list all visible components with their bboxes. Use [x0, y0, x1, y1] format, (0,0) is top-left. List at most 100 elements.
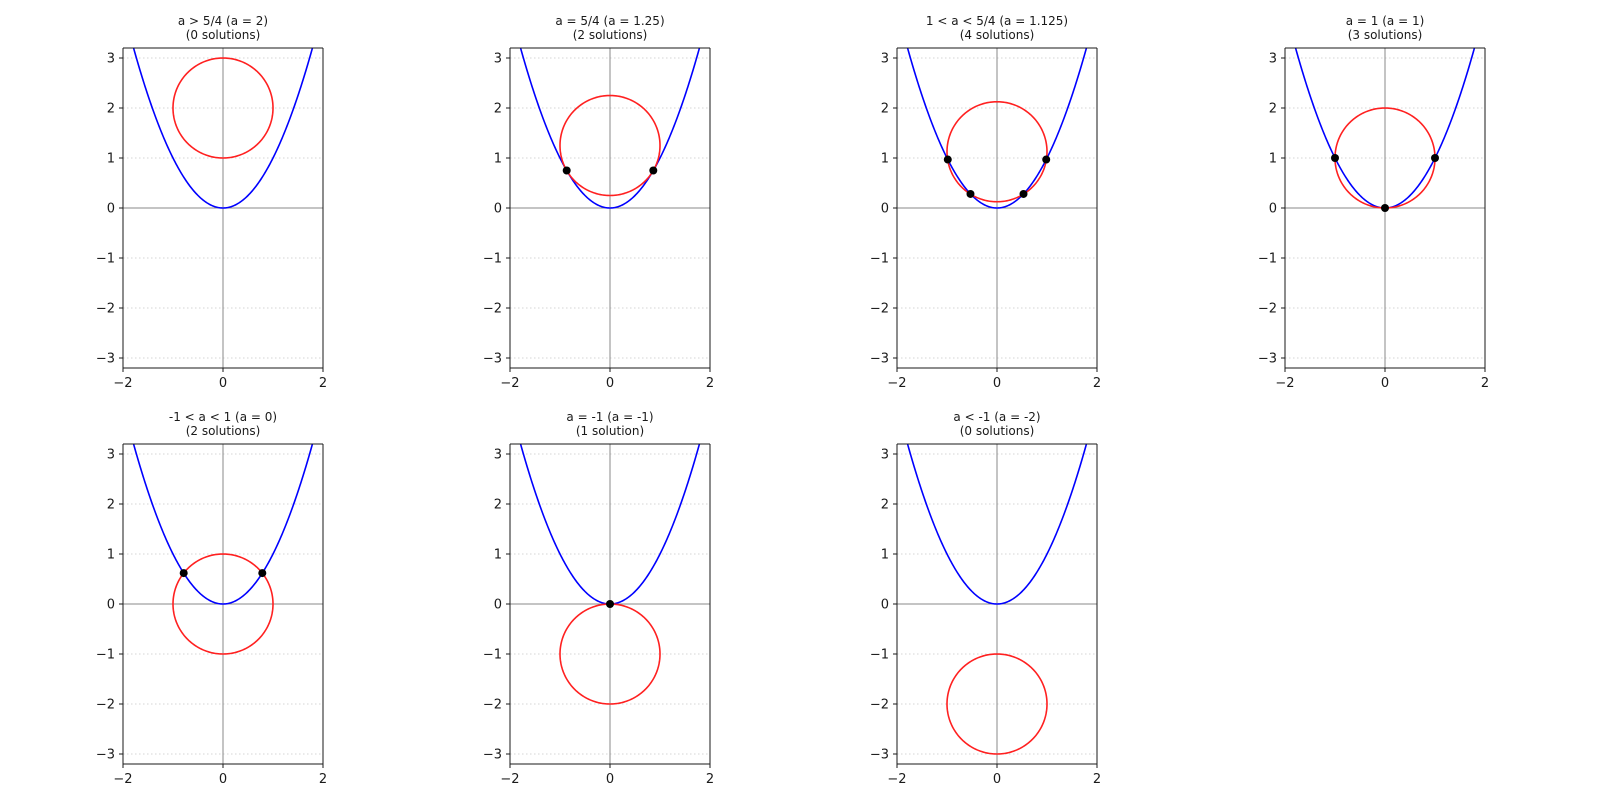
y-tick-label: 1	[494, 152, 502, 167]
y-tick-label: −1	[870, 252, 889, 267]
y-tick-label: 3	[881, 52, 889, 67]
y-tick-label: 2	[107, 498, 115, 513]
subplot-subtitle: (0 solutions)	[960, 424, 1035, 438]
y-tick-label: 3	[881, 448, 889, 463]
subplot-title: 1 < a < 5/4 (a = 1.125)	[926, 14, 1068, 28]
y-tick-label: 0	[107, 598, 115, 613]
circle-curve	[946, 653, 1048, 755]
y-tick-label: −1	[870, 648, 889, 663]
x-tick-label: −2	[1275, 376, 1294, 391]
y-tick-label: 2	[494, 498, 502, 513]
x-tick-label: 0	[993, 376, 1001, 391]
subplot-subtitle: (0 solutions)	[186, 28, 261, 42]
intersection-point	[1019, 189, 1028, 198]
subplot-title: a = 5/4 (a = 1.25)	[555, 14, 664, 28]
intersection-point	[1431, 154, 1439, 162]
circle-curve	[559, 603, 661, 705]
intersection-point	[943, 155, 952, 164]
y-tick-label: −2	[96, 302, 115, 317]
y-tick-label: −2	[870, 698, 889, 713]
y-tick-label: −2	[96, 698, 115, 713]
y-tick-label: 0	[107, 202, 115, 217]
x-tick-label: −2	[887, 772, 906, 787]
y-tick-label: −3	[870, 352, 889, 367]
y-tick-label: 0	[1269, 202, 1277, 217]
y-tick-label: −2	[483, 302, 502, 317]
parabola-curve	[906, 48, 1088, 209]
y-tick-label: 3	[494, 52, 502, 67]
circle-curve	[172, 553, 274, 655]
subplot-subtitle: (2 solutions)	[186, 424, 261, 438]
parabola-curve	[906, 444, 1088, 605]
y-tick-label: 0	[881, 202, 889, 217]
subplot-2: a = 5/4 (a = 1.25)(2 solutions) −3 −2 −1 0 1 2…	[483, 14, 714, 391]
circle-curve	[172, 57, 274, 159]
x-tick-label: 0	[606, 772, 614, 787]
intersection-point	[179, 569, 188, 578]
y-tick-label: 1	[881, 548, 889, 563]
subplot-title: a > 5/4 (a = 2)	[178, 14, 268, 28]
intersection-point	[649, 166, 658, 175]
y-tick-label: 2	[1269, 102, 1277, 117]
subplot-title: -1 < a < 1 (a = 0)	[169, 410, 277, 424]
subplot-6: a = -1 (a = -1)(1 solution) −3 −2 −1 0 1 2 3 −2 0…	[483, 410, 714, 787]
subplot-5: -1 < a < 1 (a = 0)(2 solutions) −3 −2 −1 0 1 2…	[96, 410, 327, 787]
y-tick-label: 3	[494, 448, 502, 463]
subplot-subtitle: (3 solutions)	[1348, 28, 1423, 42]
intersection-point	[1381, 204, 1389, 212]
x-tick-label: −2	[887, 376, 906, 391]
y-tick-label: 2	[494, 102, 502, 117]
y-tick-label: 3	[1269, 52, 1277, 67]
intersection-point	[1042, 155, 1051, 164]
x-tick-label: 0	[219, 376, 227, 391]
circle-curve	[559, 94, 661, 197]
parabola-curve	[132, 48, 314, 209]
subplot-subtitle: (1 solution)	[576, 424, 644, 438]
intersection-point	[966, 189, 975, 198]
subplot-title: a = -1 (a = -1)	[566, 410, 653, 424]
subplot-title: a = 1 (a = 1)	[1346, 14, 1425, 28]
y-tick-label: −3	[96, 748, 115, 763]
intersection-point	[258, 569, 267, 578]
x-tick-label: −2	[113, 772, 132, 787]
x-tick-label: 0	[993, 772, 1001, 787]
subplot-7: a < -1 (a = -2)(0 solutions) −3 −2 −1 0 1 2 3 −2…	[870, 410, 1101, 787]
y-tick-label: 3	[107, 52, 115, 67]
y-tick-label: −1	[483, 648, 502, 663]
x-tick-label: 0	[1381, 376, 1389, 391]
y-tick-label: 1	[1269, 152, 1277, 167]
y-tick-label: 1	[107, 548, 115, 563]
subplot-title: a < -1 (a = -2)	[953, 410, 1040, 424]
y-tick-label: 0	[494, 598, 502, 613]
subplot-3: 1 < a < 5/4 (a = 1.125)(4 solutions) −3 −2…	[870, 14, 1101, 391]
subplot-subtitle: (4 solutions)	[960, 28, 1035, 42]
plot-area	[906, 444, 1088, 755]
x-tick-label: −2	[113, 376, 132, 391]
parabola-curve	[132, 444, 314, 605]
intersection-point	[606, 600, 614, 608]
y-tick-label: −3	[483, 748, 502, 763]
y-tick-label: −2	[1258, 302, 1277, 317]
y-tick-label: −1	[96, 648, 115, 663]
plot-area	[519, 48, 701, 209]
y-tick-label: 2	[881, 498, 889, 513]
x-tick-label: 2	[706, 376, 714, 391]
x-tick-label: 2	[1093, 772, 1101, 787]
y-tick-label: −1	[96, 252, 115, 267]
x-tick-label: 0	[219, 772, 227, 787]
y-tick-label: −3	[96, 352, 115, 367]
plot-area	[132, 444, 314, 655]
x-tick-label: −2	[500, 772, 519, 787]
x-tick-label: 2	[1093, 376, 1101, 391]
x-tick-label: 2	[319, 376, 327, 391]
y-tick-label: 1	[107, 152, 115, 167]
x-tick-label: 2	[319, 772, 327, 787]
y-tick-label: 3	[107, 448, 115, 463]
x-tick-label: 0	[606, 376, 614, 391]
y-tick-label: −1	[1258, 252, 1277, 267]
y-tick-label: −3	[870, 748, 889, 763]
y-tick-label: 2	[107, 102, 115, 117]
subplot-1: a > 5/4 (a = 2)(0 solutions) −3 −2 −1 0 1 2 3 −2…	[96, 14, 327, 391]
y-tick-label: −3	[483, 352, 502, 367]
